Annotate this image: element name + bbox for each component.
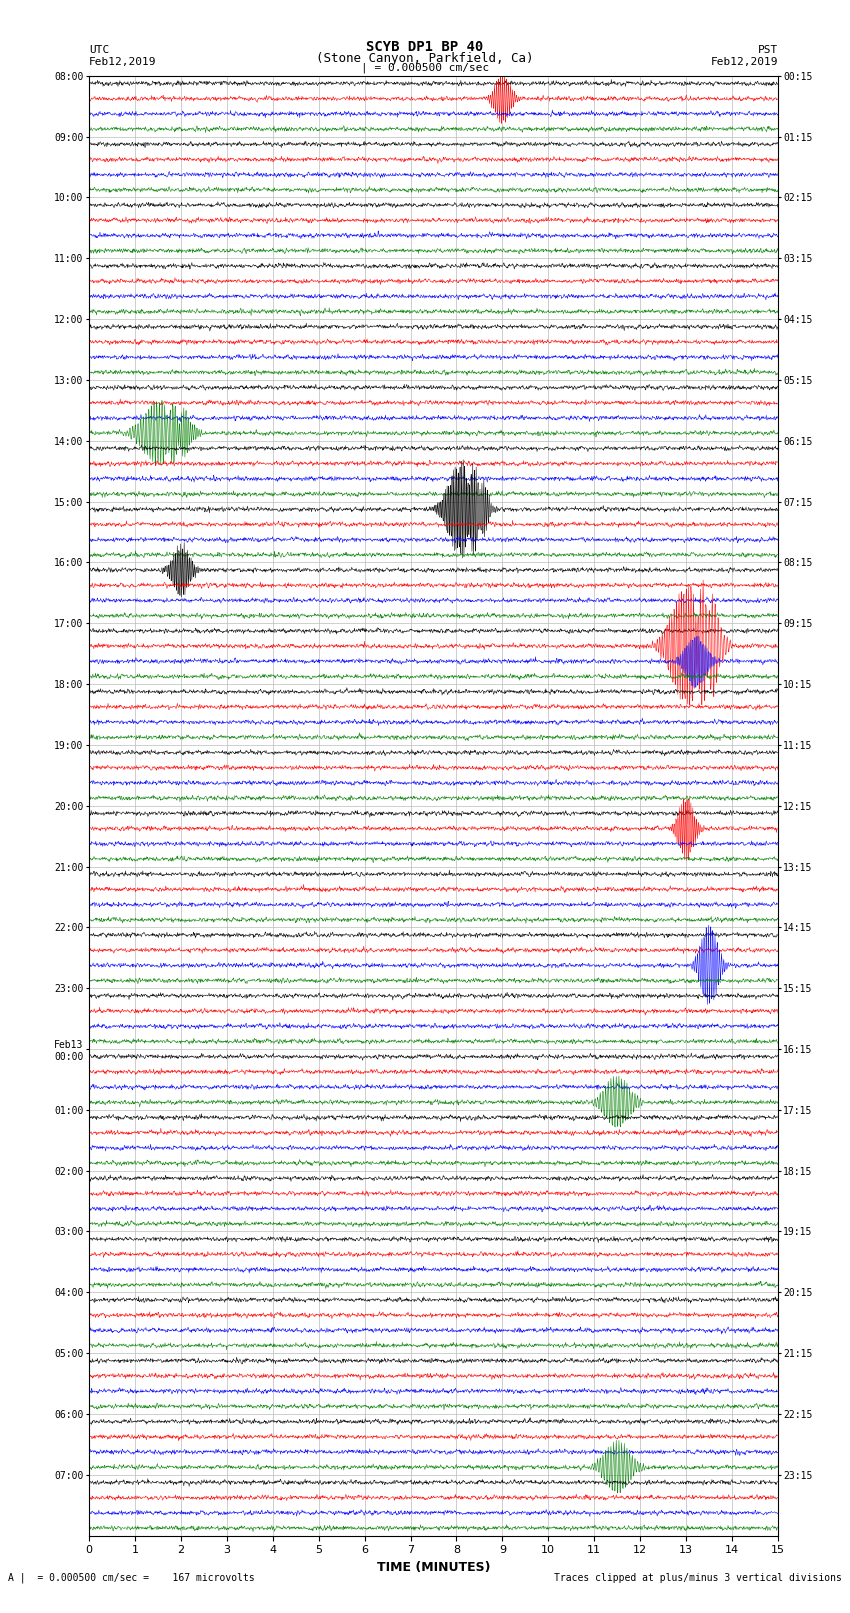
Text: A |  = 0.000500 cm/sec =    167 microvolts: A | = 0.000500 cm/sec = 167 microvolts — [8, 1573, 255, 1584]
Text: Traces clipped at plus/minus 3 vertical divisions: Traces clipped at plus/minus 3 vertical … — [553, 1573, 842, 1582]
Text: | = 0.000500 cm/sec: | = 0.000500 cm/sec — [361, 63, 489, 74]
X-axis label: TIME (MINUTES): TIME (MINUTES) — [377, 1561, 490, 1574]
Text: SCYB DP1 BP 40: SCYB DP1 BP 40 — [366, 40, 484, 55]
Text: (Stone Canyon, Parkfield, Ca): (Stone Canyon, Parkfield, Ca) — [316, 52, 534, 65]
Text: PST
Feb12,2019: PST Feb12,2019 — [711, 45, 778, 66]
Text: UTC
Feb12,2019: UTC Feb12,2019 — [89, 45, 156, 66]
